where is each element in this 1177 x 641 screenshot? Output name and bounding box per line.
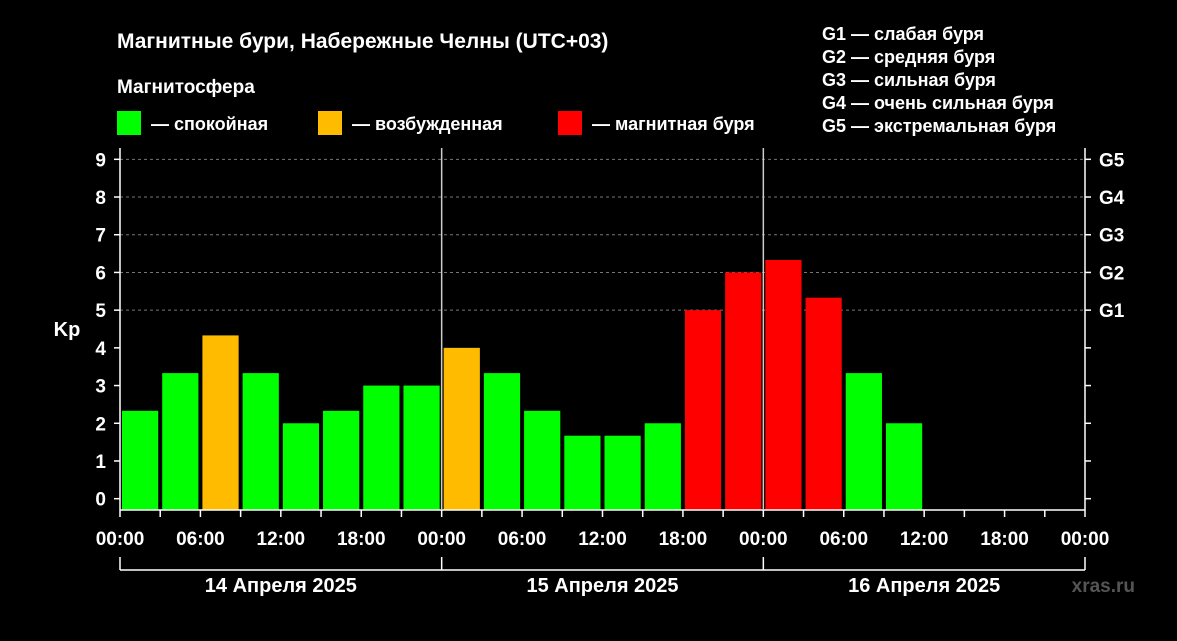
x-tick-label: 06:00: [498, 529, 547, 550]
grid: [120, 158, 1085, 311]
y-tick-label: 1: [95, 452, 106, 473]
legend-swatch: [318, 111, 342, 135]
y-tick-label: 3: [95, 377, 106, 398]
g-level-label: G1: [1099, 301, 1125, 322]
x-tick-label: 00:00: [417, 529, 466, 550]
y-axis-label: Kp: [54, 319, 81, 341]
kp-bar: [122, 410, 159, 510]
kp-bar: [725, 272, 762, 510]
x-tick-label: 00:00: [1061, 529, 1110, 550]
kp-bar: [282, 423, 320, 510]
day-label: 16 Апреля 2025: [848, 575, 1000, 597]
y-tick-label: 7: [95, 226, 106, 247]
day-label: 15 Апреля 2025: [526, 575, 678, 597]
legend-label: — спокойная: [151, 114, 268, 134]
kp-bar: [323, 410, 360, 510]
x-tick-label: 12:00: [900, 529, 949, 550]
chart-title: Магнитные бури, Набережные Челны (UTC+03…: [117, 30, 608, 53]
y-tick-label: 6: [95, 263, 106, 284]
legend: — спокойная — возбужденная — магнитная бур…: [117, 111, 755, 135]
kp-bar: [564, 435, 601, 510]
legend-title: Магнитосфера: [117, 77, 255, 98]
y-tick-label: 5: [95, 301, 106, 322]
kp-bar: [885, 423, 923, 510]
bars: [122, 259, 923, 510]
y-tick-label: 8: [95, 188, 106, 209]
legend-label: — возбужденная: [352, 114, 503, 134]
x-tick-label: 00:00: [739, 529, 788, 550]
g-scale-item: G3 — сильная буря: [822, 70, 996, 90]
day-label: 14 Апреля 2025: [205, 575, 357, 597]
x-tick-label: 00:00: [96, 529, 145, 550]
g-level-label: G4: [1099, 188, 1125, 209]
x-tick-label: 18:00: [337, 529, 386, 550]
watermark: xras.ru: [1072, 576, 1135, 597]
g-scale-item: G4 — очень сильная буря: [822, 93, 1054, 113]
kp-bar: [644, 423, 681, 510]
kp-bar: [845, 373, 882, 510]
legend-label: — магнитная буря: [592, 114, 755, 134]
kp-bar: [524, 410, 561, 510]
g-scale-legend: G1 — слабая буря G2 — средняя буря G3 — си…: [822, 24, 1056, 136]
x-tick-label: 12:00: [578, 529, 627, 550]
y-tick-label: 9: [95, 150, 106, 171]
y-tick-label: 2: [95, 414, 106, 435]
x-tick-label: 18:00: [659, 529, 708, 550]
kp-bar: [242, 373, 279, 510]
legend-swatch: [558, 111, 582, 135]
kp-bar: [483, 373, 521, 510]
g-level-label: G5: [1099, 150, 1125, 171]
y-tick-label: 0: [95, 490, 106, 511]
x-tick-label: 06:00: [176, 529, 225, 550]
kp-bar: [604, 435, 641, 510]
g-level-label: G2: [1099, 263, 1124, 284]
kp-bar: [765, 259, 802, 510]
x-tick-label: 12:00: [257, 529, 306, 550]
y-tick-label: 4: [95, 339, 106, 360]
g-scale-item: G2 — средняя буря: [822, 47, 995, 67]
kp-bar: [162, 373, 199, 510]
legend-swatch: [117, 111, 141, 135]
kp-bar: [805, 297, 842, 510]
x-tick-label: 06:00: [819, 529, 868, 550]
kp-bar: [363, 385, 400, 510]
kp-bar: [202, 335, 239, 510]
x-tick-label: 18:00: [980, 529, 1029, 550]
kp-bar: [684, 310, 722, 510]
kp-bar: [403, 385, 440, 510]
axes: 0 1 2 3 4 5 6 7 8 9 G1 G2 G3 G4 G5 00:00 06:00 12:00 18:00…: [95, 148, 1125, 597]
g-scale-item: G5 — экстремальная буря: [822, 116, 1056, 136]
g-level-label: G3: [1099, 226, 1124, 247]
g-scale-item: G1 — слабая буря: [822, 24, 984, 44]
kp-bar: [443, 347, 480, 510]
